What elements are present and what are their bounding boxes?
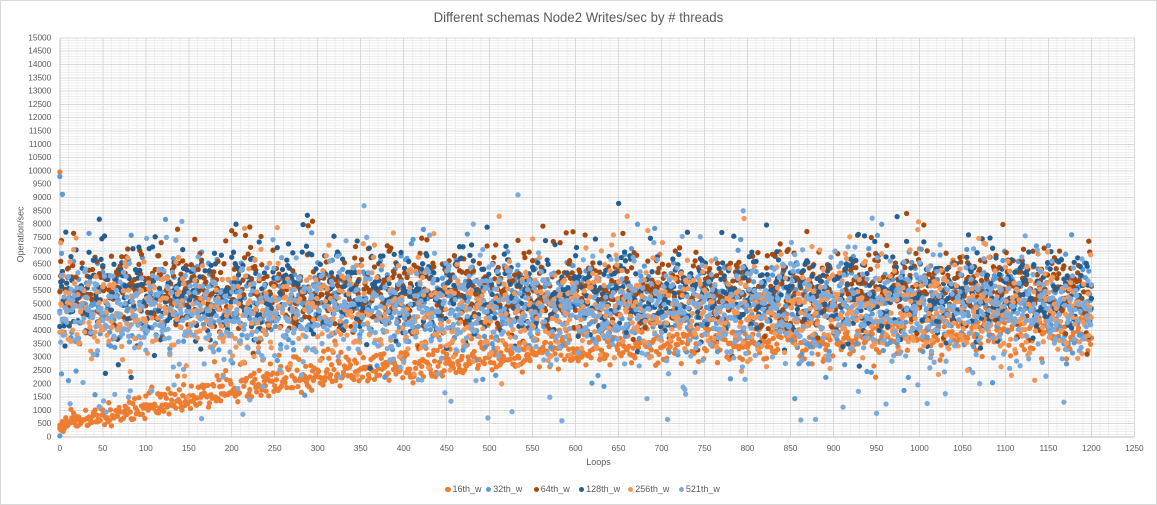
svg-text:1000: 1000 xyxy=(33,405,52,415)
svg-text:1500: 1500 xyxy=(33,392,52,402)
svg-text:100: 100 xyxy=(139,443,153,453)
svg-text:1150: 1150 xyxy=(1039,443,1057,453)
svg-text:11000: 11000 xyxy=(29,139,52,149)
svg-text:200: 200 xyxy=(225,443,239,453)
svg-text:12000: 12000 xyxy=(28,112,51,122)
svg-text:950: 950 xyxy=(870,443,884,453)
svg-text:350: 350 xyxy=(354,443,368,453)
svg-text:50: 50 xyxy=(98,443,108,453)
svg-text:4000: 4000 xyxy=(33,325,52,335)
svg-text:800: 800 xyxy=(741,443,755,453)
svg-text:650: 650 xyxy=(612,443,626,453)
svg-text:12500: 12500 xyxy=(28,99,51,109)
svg-text:6500: 6500 xyxy=(33,259,52,269)
svg-text:0: 0 xyxy=(57,443,62,453)
svg-text:1250: 1250 xyxy=(1125,443,1144,453)
svg-text:3500: 3500 xyxy=(33,338,52,348)
svg-text:550: 550 xyxy=(526,443,540,453)
svg-text:750: 750 xyxy=(698,443,712,453)
svg-text:500: 500 xyxy=(483,443,497,453)
svg-text:4500: 4500 xyxy=(33,312,52,322)
svg-text:0: 0 xyxy=(47,432,52,442)
svg-text:9500: 9500 xyxy=(33,179,52,189)
svg-text:13000: 13000 xyxy=(28,86,51,96)
svg-text:300: 300 xyxy=(311,443,325,453)
svg-text:6000: 6000 xyxy=(33,272,52,282)
svg-text:5000: 5000 xyxy=(33,299,52,309)
svg-text:2500: 2500 xyxy=(33,365,52,375)
svg-text:14000: 14000 xyxy=(28,59,51,69)
svg-text:13500: 13500 xyxy=(28,72,51,82)
svg-text:3000: 3000 xyxy=(33,352,52,362)
svg-text:450: 450 xyxy=(440,443,454,453)
svg-text:15000: 15000 xyxy=(28,32,51,42)
svg-text:10500: 10500 xyxy=(28,152,51,162)
svg-text:850: 850 xyxy=(784,443,798,453)
svg-text:2000: 2000 xyxy=(33,378,52,388)
svg-text:7500: 7500 xyxy=(33,232,52,242)
svg-text:700: 700 xyxy=(655,443,669,453)
svg-text:1200: 1200 xyxy=(1082,443,1101,453)
svg-text:7000: 7000 xyxy=(33,245,52,255)
svg-text:5500: 5500 xyxy=(33,285,52,295)
svg-text:8500: 8500 xyxy=(33,205,52,215)
svg-text:150: 150 xyxy=(182,443,196,453)
svg-text:10000: 10000 xyxy=(28,165,51,175)
svg-text:600: 600 xyxy=(569,443,583,453)
svg-text:250: 250 xyxy=(268,443,282,453)
svg-text:9000: 9000 xyxy=(33,192,52,202)
svg-text:1050: 1050 xyxy=(953,443,972,453)
svg-text:900: 900 xyxy=(827,443,841,453)
svg-text:11500: 11500 xyxy=(29,126,52,136)
svg-text:14500: 14500 xyxy=(28,46,51,56)
svg-text:1100: 1100 xyxy=(996,443,1014,453)
svg-text:1000: 1000 xyxy=(910,443,929,453)
svg-text:400: 400 xyxy=(397,443,411,453)
svg-text:500: 500 xyxy=(37,418,51,428)
svg-text:8000: 8000 xyxy=(33,219,52,229)
